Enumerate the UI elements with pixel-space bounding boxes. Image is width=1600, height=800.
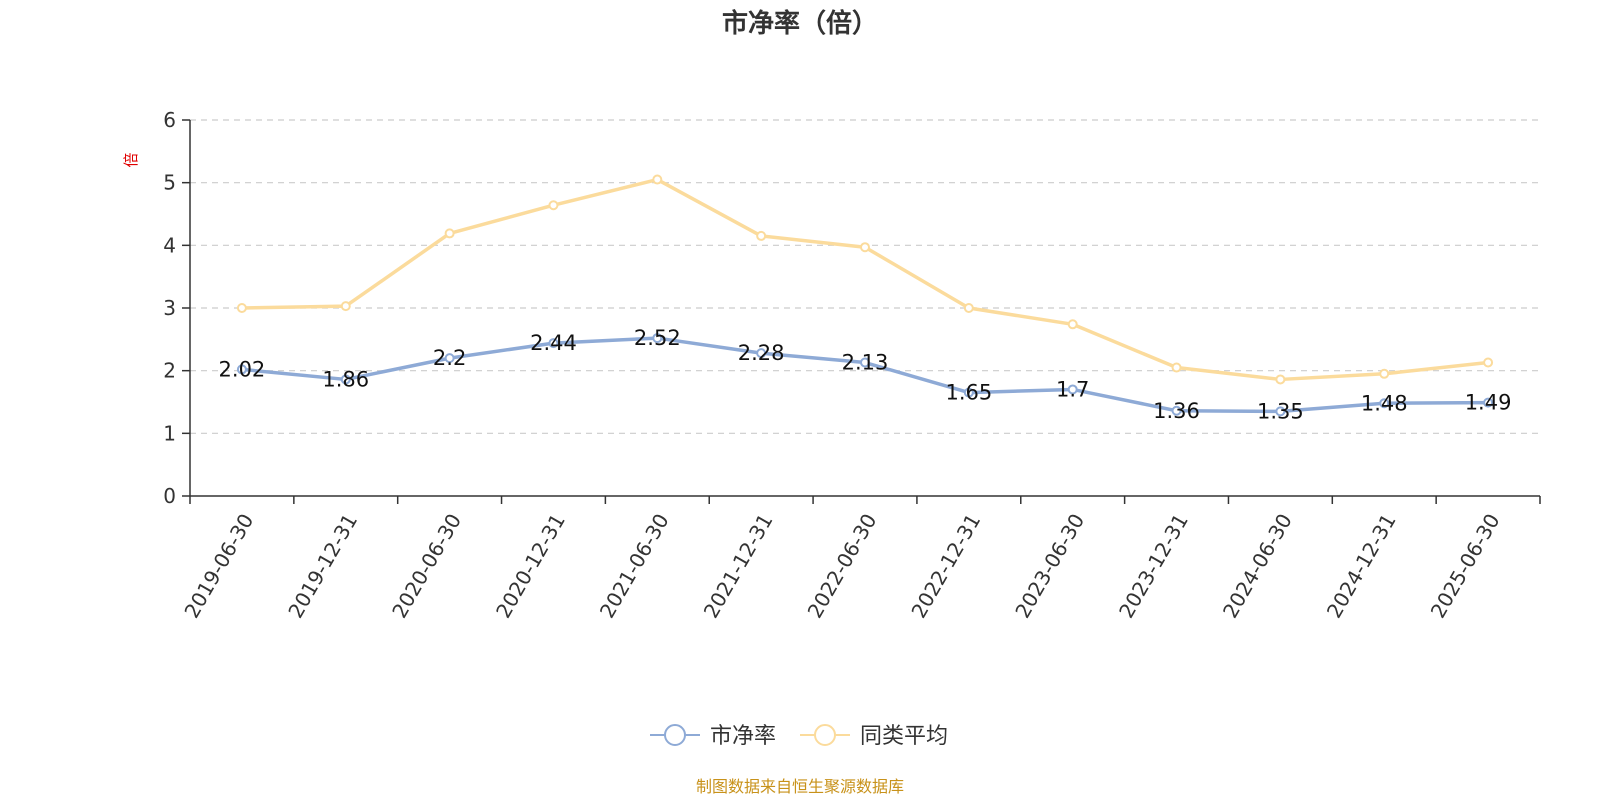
x-tick-label: 2023-12-31 [1114, 510, 1193, 623]
legend-item-1[interactable]: 市净率 [650, 724, 776, 749]
legend-label: 同类平均 [860, 724, 948, 749]
data-label: 1.49 [1465, 391, 1512, 415]
data-label: 2.52 [634, 326, 681, 350]
data-point[interactable] [340, 301, 351, 312]
data-point[interactable] [860, 357, 870, 368]
data-labels: 2.02 1.86 2.2 2.44 2.52 2.28 2.13 1.65 1.7 1.36 1.… [219, 326, 1512, 423]
y-axis-label: 倍 [122, 152, 140, 167]
source-note: 制图数据来自恒生聚源数据库 [696, 777, 904, 796]
data-point[interactable] [444, 353, 455, 364]
data-point[interactable] [652, 174, 663, 185]
data-point[interactable] [1275, 406, 1286, 417]
data-point[interactable] [340, 374, 351, 385]
data-point[interactable] [1483, 397, 1494, 408]
data-point[interactable] [1379, 398, 1390, 409]
data-point[interactable] [548, 200, 559, 211]
data-point[interactable] [1171, 405, 1182, 416]
x-tick-label: 2024-12-31 [1322, 510, 1401, 623]
y-tick-label: 1 [163, 421, 176, 445]
x-tick-label: 2019-12-31 [283, 510, 362, 623]
legend-marker [814, 724, 836, 746]
data-point[interactable] [548, 338, 559, 349]
y-tick-label: 3 [163, 296, 176, 320]
chart-title: 市净率（倍） [722, 8, 878, 39]
data-point[interactable] [1171, 362, 1182, 373]
data-point[interactable] [1067, 319, 1078, 330]
x-tick-label: 2020-06-30 [387, 509, 466, 622]
series-1 [236, 333, 1494, 417]
x-tick-label: 2021-06-30 [595, 510, 674, 623]
series-line [240, 177, 1490, 382]
x-tick-label: 2025-06-30 [1426, 510, 1505, 623]
x-tick-label: 2023-06-30 [1010, 510, 1089, 623]
data-point[interactable] [963, 387, 974, 398]
legend-marker [664, 724, 686, 746]
legend-label: 市净率 [710, 724, 776, 749]
y-tick-label: 5 [163, 171, 176, 195]
data-point[interactable] [756, 348, 767, 359]
legend-item-2[interactable]: 同类平均 [800, 724, 948, 749]
legend[interactable]: 市净率 同类平均 [650, 724, 948, 749]
data-point[interactable] [963, 303, 974, 313]
series-layer [236, 174, 1494, 417]
data-point[interactable] [1379, 368, 1390, 379]
data-label: 2.2 [433, 346, 466, 370]
data-label: 1.36 [1153, 399, 1200, 423]
x-tick-label: 2020-12-31 [491, 510, 570, 623]
data-label: 1.65 [945, 381, 992, 405]
data-label: 2.44 [530, 331, 577, 355]
data-point[interactable] [1067, 384, 1078, 395]
x-tick-label: 2024-06-30 [1218, 510, 1297, 623]
data-point[interactable] [236, 303, 247, 313]
data-label: 2.13 [842, 351, 889, 375]
data-point[interactable] [1275, 374, 1286, 385]
data-label: 1.48 [1361, 391, 1408, 415]
y-tick-label: 6 [163, 108, 176, 132]
data-point[interactable] [860, 242, 870, 253]
data-point[interactable] [444, 228, 455, 239]
data-point[interactable] [236, 364, 247, 375]
data-label: 2.28 [738, 341, 785, 365]
data-label: 1.7 [1056, 377, 1089, 401]
y-tick-label: 2 [163, 359, 176, 383]
data-label: 2.02 [219, 357, 266, 381]
y-tick-label: 4 [163, 233, 176, 257]
series-2 [236, 174, 1494, 385]
data-point[interactable] [756, 230, 767, 241]
x-tick-label: 2019-06-30 [179, 510, 258, 623]
x-tick-label: 2021-12-31 [699, 510, 778, 623]
x-tick-label: 2022-06-30 [803, 510, 882, 623]
data-point[interactable] [1483, 357, 1494, 368]
y-tick-label: 0 [163, 484, 176, 508]
data-label: 1.86 [322, 367, 369, 391]
grid-lines [190, 119, 1540, 434]
x-tick-label: 2022-12-31 [906, 510, 985, 623]
data-label: 1.35 [1257, 399, 1304, 423]
data-point[interactable] [652, 333, 663, 344]
